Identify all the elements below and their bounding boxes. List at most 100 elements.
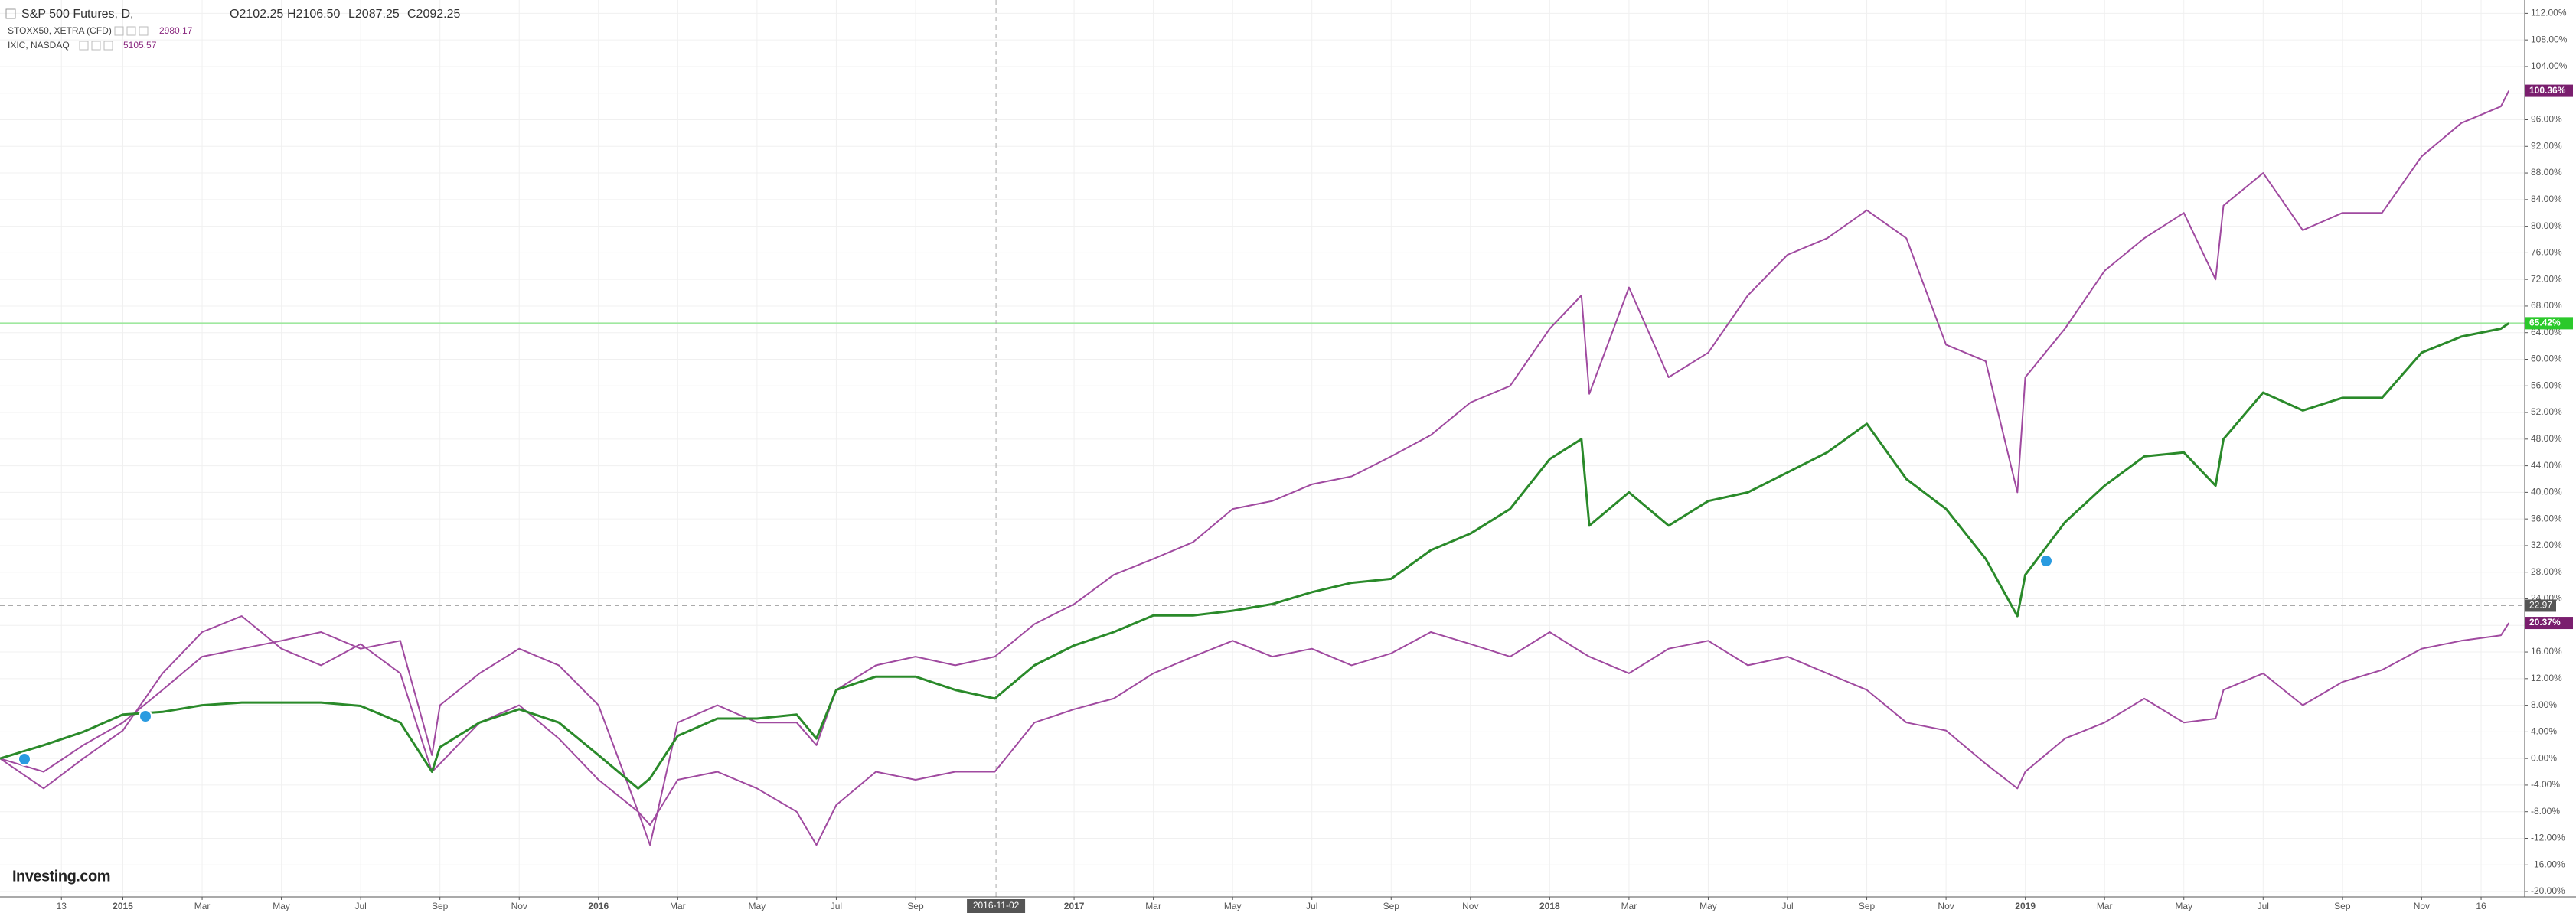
event-marker[interactable] (2039, 554, 2053, 568)
y-tick-label: -20.00% (2531, 885, 2565, 896)
crosshair-x-label: 2016-11-02 (973, 900, 1020, 911)
x-tick-label: 16 (2476, 901, 2486, 911)
x-tick-label: Mar (1145, 901, 1161, 911)
y-tick-label: 16.00% (2531, 646, 2562, 657)
y-tick-label: 108.00% (2531, 34, 2568, 44)
y-tick-label: 32.00% (2531, 539, 2562, 550)
x-tick-label: Mar (194, 901, 211, 911)
y-tick-label: 8.00% (2531, 699, 2557, 710)
legend-entry: STOXX50, XETRA (CFD) (8, 25, 112, 36)
settings-icon[interactable] (114, 26, 124, 36)
x-tick-label: Sep (432, 901, 449, 911)
y-tick-label: -8.00% (2531, 806, 2560, 817)
price-tag-label: 20.37% (2529, 617, 2561, 628)
x-tick-label: Jul (1781, 901, 1793, 911)
x-tick-label: Mar (1621, 901, 1637, 911)
x-tick-label: Jul (2258, 901, 2269, 911)
x-tick-label: May (2175, 901, 2192, 911)
x-tick-label: 13 (57, 901, 67, 911)
y-tick-label: -12.00% (2531, 833, 2565, 843)
x-tick-label: Sep (1383, 901, 1400, 911)
crosshair-y-label: 22.97 (2529, 600, 2552, 611)
y-tick-label: 60.00% (2531, 354, 2562, 364)
y-tick-label: 104.00% (2531, 60, 2568, 71)
y-tick-label: 52.00% (2531, 406, 2562, 417)
x-tick-label: May (1224, 901, 1242, 911)
plot-area (0, 0, 2525, 897)
ohlc-label: O2102.25 (230, 8, 283, 21)
x-tick-label: Sep (2334, 901, 2351, 911)
y-tick-label: 28.00% (2531, 566, 2562, 577)
x-tick-label: Nov (1938, 901, 1954, 911)
crosshair-y-tag (2525, 599, 2556, 612)
x-tick-label: Sep (907, 901, 924, 911)
price-tag-label: 100.36% (2529, 85, 2566, 96)
x-tick-label: Nov (1462, 901, 1478, 911)
x-tick-label: Sep (1859, 901, 1876, 911)
y-tick-label: 40.00% (2531, 487, 2562, 497)
x-tick-label: May (1699, 901, 1717, 911)
y-tick-label: 80.00% (2531, 220, 2562, 231)
legend-entry: IXIC, NASDAQ (8, 40, 70, 51)
legend: S&P 500 Futures, D, O2102.25 H2106.50 L2… (5, 8, 460, 51)
legend-entry: S&P 500 Futures, D, (21, 8, 133, 21)
event-markers (18, 554, 2053, 766)
series-line (0, 615, 2510, 846)
legend-quote: 5105.57 (123, 40, 157, 51)
x-tick-label: Nov (511, 901, 527, 911)
collapse-icon[interactable] (5, 8, 16, 19)
x-tick-label: Jul (831, 901, 842, 911)
x-tick-label: Nov (2414, 901, 2430, 911)
price-tag-label: 65.42% (2529, 318, 2561, 328)
x-tick-label: 2018 (1539, 901, 1560, 911)
y-tick-label: 64.00% (2531, 327, 2562, 337)
close-icon[interactable] (103, 41, 113, 51)
y-tick-label: 4.00% (2531, 726, 2557, 737)
y-tick-label: 76.00% (2531, 247, 2562, 258)
x-tick-label: Mar (670, 901, 686, 911)
y-tick-label: 0.00% (2531, 752, 2557, 763)
y-tick-label: 12.00% (2531, 673, 2562, 683)
legend-quote: 2980.17 (159, 25, 193, 36)
event-marker[interactable] (139, 709, 152, 723)
logo: Investing.com (12, 868, 110, 885)
close-icon[interactable] (139, 26, 149, 36)
x-tick-label: Jul (1306, 901, 1317, 911)
x-tick-label: 2017 (1064, 901, 1085, 911)
series-line (0, 90, 2510, 846)
price-tag (2525, 84, 2573, 97)
hide-icon[interactable] (126, 26, 136, 36)
y-tick-label: 92.00% (2531, 140, 2562, 151)
y-tick-label: 88.00% (2531, 167, 2562, 178)
series-line (0, 322, 2510, 790)
x-tick-label: 2015 (113, 901, 133, 911)
y-tick-label: 44.00% (2531, 460, 2562, 471)
y-tick-label: 36.00% (2531, 513, 2562, 523)
x-tick-label: May (273, 901, 290, 911)
event-marker[interactable] (18, 752, 31, 766)
x-tick-label: May (749, 901, 766, 911)
crosshair-x-tag (967, 899, 1026, 913)
settings-icon[interactable] (79, 41, 89, 51)
ohlc-label: H2106.50 (287, 8, 340, 21)
ohlc-label: C2092.25 (407, 8, 460, 21)
x-tick-label: 2016 (588, 901, 609, 911)
x-tick-label: Mar (2097, 901, 2113, 911)
y-tick-label: 96.00% (2531, 114, 2562, 125)
price-tag (2525, 317, 2573, 330)
x-tick-label: Jul (354, 901, 366, 911)
y-tick-label: -16.00% (2531, 859, 2565, 869)
y-tick-label: 112.00% (2531, 8, 2567, 18)
y-tick-label: 84.00% (2531, 194, 2562, 204)
y-tick-label: -4.00% (2531, 779, 2560, 790)
price-tag (2525, 617, 2573, 630)
x-tick-label: 2019 (2015, 901, 2036, 911)
ohlc-label: L2087.25 (348, 8, 400, 21)
y-tick-label: 72.00% (2531, 273, 2562, 284)
y-tick-label: 68.00% (2531, 300, 2562, 311)
y-tick-label: 48.00% (2531, 433, 2562, 444)
hide-icon[interactable] (91, 41, 101, 51)
y-tick-label: 56.00% (2531, 380, 2562, 390)
